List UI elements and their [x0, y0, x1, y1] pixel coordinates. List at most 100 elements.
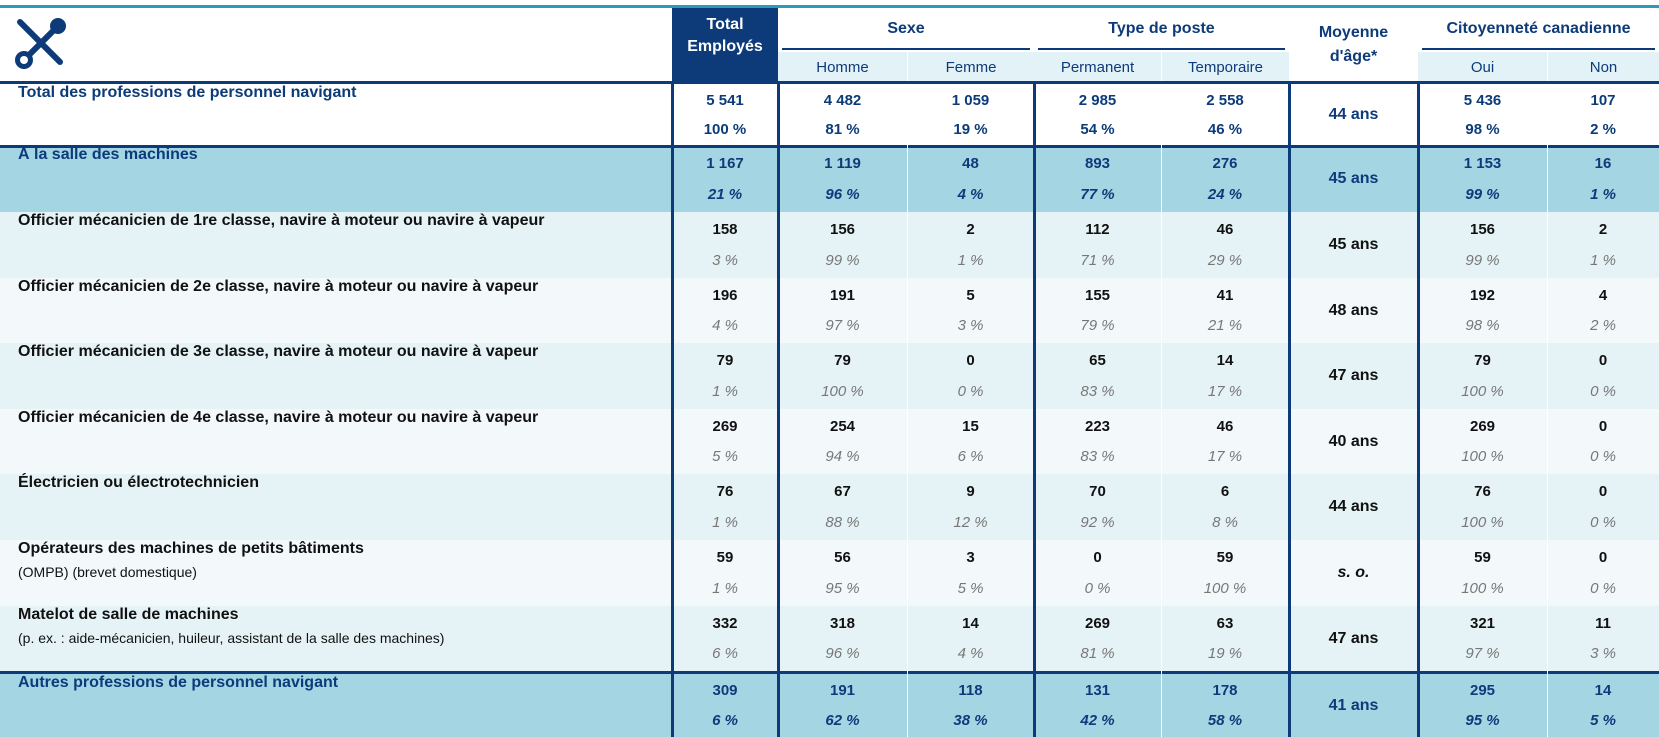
- percent: 1 %: [712, 580, 738, 597]
- percent: 62 %: [825, 711, 860, 729]
- percent: 81 %: [825, 121, 860, 138]
- header-rule: [0, 81, 1659, 84]
- row-bg: [0, 278, 1659, 343]
- percent: 4 %: [712, 317, 738, 335]
- row-label: Total des professions de personnel navig…: [18, 84, 666, 146]
- count: 5 436: [1463, 92, 1502, 109]
- row-bg: [0, 146, 1659, 212]
- group-separator: [1417, 84, 1420, 737]
- count: 332: [712, 614, 738, 632]
- row-label: Matelot de salle de machines (p. ex. : ai…: [18, 606, 666, 671]
- percent: 100 %: [1461, 514, 1504, 531]
- label-text: Opérateurs des machines de petits bâtime…: [18, 540, 364, 557]
- percent: 6 %: [712, 645, 738, 663]
- count: 65: [1089, 352, 1106, 369]
- group-rule: [1422, 48, 1655, 50]
- count: 46: [1216, 417, 1234, 435]
- count: 4 482: [823, 92, 862, 109]
- percent: 99 %: [1465, 252, 1500, 269]
- row-label: Officier mécanicien de 2e classe, navire…: [18, 278, 666, 343]
- row-label: Officier mécanicien de 3e classe, navire…: [18, 343, 666, 409]
- count: 11: [1595, 614, 1611, 632]
- count: 196: [712, 286, 738, 304]
- count: 254: [829, 417, 856, 435]
- percent: 42 %: [1080, 711, 1115, 729]
- sub-header: Permanent: [1034, 52, 1161, 82]
- count: 191: [829, 286, 856, 304]
- percent: 5 %: [712, 448, 738, 466]
- percent: 83 %: [1080, 383, 1115, 400]
- label-text: Autres professions de personnel navigant: [18, 674, 339, 691]
- percent: 79 %: [1080, 317, 1115, 335]
- column-separator: [907, 84, 908, 737]
- age: 47 ans: [1328, 367, 1379, 384]
- percent: 77 %: [1080, 186, 1115, 203]
- group-separator: [777, 84, 780, 737]
- age: 44 ans: [1328, 106, 1379, 123]
- count: 59: [1216, 549, 1234, 566]
- percent: 96 %: [825, 645, 860, 663]
- percent: 100 %: [703, 121, 747, 138]
- count: 269: [712, 417, 738, 435]
- count: 191: [829, 682, 856, 700]
- percent: 3 %: [712, 252, 738, 269]
- percent: 1 %: [712, 383, 738, 400]
- count: 3: [966, 549, 975, 566]
- count: 0: [1598, 549, 1608, 566]
- count: 0: [1598, 483, 1608, 500]
- percent: 17 %: [1207, 448, 1243, 466]
- percent: 0 %: [1084, 580, 1111, 597]
- sub-header: Femme: [907, 52, 1034, 82]
- percent: 4 %: [957, 645, 984, 663]
- count: 0: [1598, 417, 1608, 435]
- group-separator: [1033, 84, 1036, 737]
- sub-header: Temporaire: [1161, 52, 1289, 82]
- count: 4: [1598, 286, 1608, 304]
- percent: 98 %: [1465, 317, 1500, 335]
- count: 5: [966, 286, 975, 304]
- header-total: Total Employés: [672, 8, 778, 82]
- percent: 95 %: [1465, 711, 1500, 729]
- count: 178: [1212, 682, 1238, 700]
- percent: 0 %: [1590, 383, 1616, 400]
- label-text: Électricien ou électrotechnicien: [18, 474, 259, 491]
- label-text: Matelot de salle de machines: [18, 606, 239, 623]
- count: 76: [716, 483, 734, 500]
- percent: 71 %: [1080, 252, 1115, 269]
- group-title: Type de poste: [1108, 20, 1215, 37]
- row-bg: [0, 474, 1659, 540]
- count: 309: [712, 682, 738, 700]
- label-text: À la salle des machines: [18, 146, 198, 163]
- count: 269: [1084, 614, 1111, 632]
- count: 1 119: [824, 155, 861, 172]
- percent: 19 %: [953, 121, 988, 138]
- percent: 46 %: [1207, 121, 1243, 138]
- row-bg: [0, 343, 1659, 409]
- percent: 1 %: [1590, 186, 1616, 203]
- count: 0: [966, 352, 975, 369]
- sublabel: (OMPB) (brevet domestique): [18, 564, 197, 580]
- count: 155: [1084, 286, 1111, 304]
- count: 112: [1085, 221, 1110, 238]
- age: s. o.: [1337, 564, 1370, 581]
- count: 223: [1084, 417, 1111, 435]
- percent: 19 %: [1207, 645, 1243, 663]
- count: 14: [1216, 352, 1234, 369]
- count: 156: [1469, 221, 1496, 238]
- percent: 17 %: [1207, 383, 1243, 400]
- percent: 83 %: [1080, 448, 1115, 466]
- top-rule: [0, 5, 1659, 8]
- group-title: Sexe: [887, 20, 925, 37]
- row-bg: [0, 606, 1659, 671]
- percent: 6 %: [712, 711, 738, 729]
- percent: 98 %: [1465, 121, 1500, 138]
- percent: 21 %: [1207, 317, 1243, 335]
- group-separator: [671, 84, 674, 737]
- percent: 0 %: [1590, 448, 1616, 466]
- percent: 1 %: [1590, 252, 1616, 269]
- count: 192: [1469, 286, 1496, 304]
- percent: 1 %: [712, 514, 738, 531]
- row-bg: [0, 84, 1659, 146]
- count: 1 059: [951, 92, 990, 109]
- count: 63: [1216, 614, 1234, 632]
